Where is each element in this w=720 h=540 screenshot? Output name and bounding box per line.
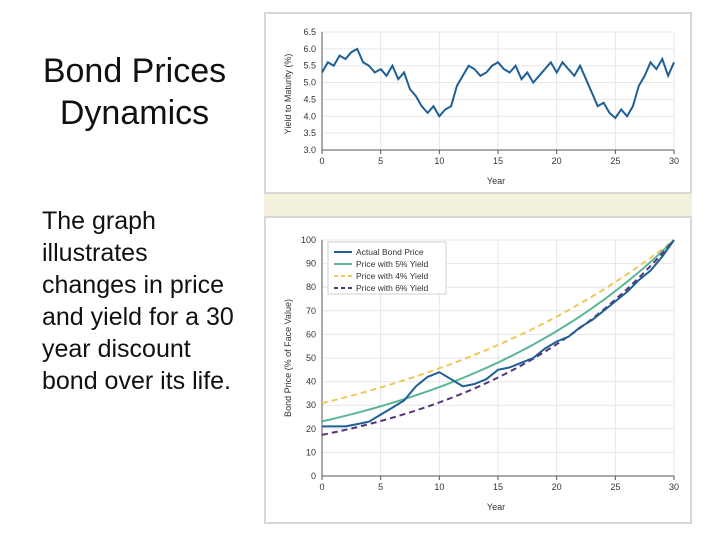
y-tick-label: 70 <box>306 306 316 316</box>
divider-band <box>264 194 692 216</box>
price-y-axis-label: Bond Price (% of Face Value) <box>283 299 293 417</box>
y-tick-label: 50 <box>306 353 316 363</box>
y-tick-label: 10 <box>306 447 316 457</box>
y-tick-label: 20 <box>306 424 316 434</box>
yield-series <box>321 47 675 120</box>
yield-y-axis-label: Yield to Maturity (%) <box>283 54 293 135</box>
yield-line <box>321 47 675 120</box>
x-tick-label: 0 <box>319 156 324 166</box>
x-tick-label: 20 <box>552 156 562 166</box>
x-tick-label: 5 <box>378 156 383 166</box>
legend-label: Price with 4% Yield <box>356 271 429 281</box>
x-tick-label: 10 <box>434 156 444 166</box>
x-tick-label: 15 <box>493 482 503 492</box>
yield-to-maturity-chart: 3.0 3.5 4.0 4.5 5.0 5.5 6.0 6.5 0 5 10 15 20 25 30 Yea… <box>283 27 679 186</box>
price-5pct-curve <box>321 239 675 423</box>
y-tick-label: 6.5 <box>303 27 316 37</box>
slide-title: Bond Prices Dynamics <box>42 52 227 132</box>
yield-chart-panel: 3.0 3.5 4.0 4.5 5.0 5.5 6.0 6.5 0 5 10 15 20 25 30 Yea… <box>264 12 692 194</box>
yield-x-axis-label: Year <box>487 176 505 186</box>
x-tick-label: 20 <box>552 482 562 492</box>
y-tick-label: 80 <box>306 282 316 292</box>
price-gridlines <box>321 239 675 477</box>
y-tick-label: 60 <box>306 329 316 339</box>
yield-gridlines <box>321 31 675 151</box>
y-tick-label: 4.5 <box>303 94 316 104</box>
legend-box <box>327 241 447 295</box>
bond-price-chart: 0 10 20 30 40 50 60 70 80 90 100 0 5 10 15 20 25 30 Actua… <box>283 235 679 512</box>
x-tick-label: 25 <box>610 482 620 492</box>
y-tick-label: 5.0 <box>303 78 316 88</box>
y-tick-label: 0 <box>311 471 316 481</box>
y-tick-label: 3.0 <box>303 145 316 155</box>
actual-price-line <box>322 239 675 428</box>
price-x-axis-label: Year <box>487 502 505 512</box>
y-tick-label: 5.5 <box>303 61 316 71</box>
x-tick-label: 0 <box>319 482 324 492</box>
legend-label: Actual Bond Price <box>356 247 424 257</box>
price-series <box>321 239 675 436</box>
yield-tick-labels: 3.0 3.5 4.0 4.5 5.0 5.5 6.0 6.5 0 5 10 15 20 25 30 <box>303 27 679 166</box>
legend-label: Price with 5% Yield <box>356 259 429 269</box>
x-tick-label: 30 <box>669 156 679 166</box>
y-tick-label: 6.0 <box>303 44 316 54</box>
price-axes <box>321 240 675 480</box>
slide-body-text: The graph illustrates changes in price a… <box>42 207 234 395</box>
x-tick-label: 30 <box>669 482 679 492</box>
y-tick-label: 4.0 <box>303 111 316 121</box>
price-tick-labels: 0 10 20 30 40 50 60 70 80 90 100 0 5 10 15 20 25 30 <box>301 235 679 492</box>
price-6pct-curve <box>321 239 675 436</box>
price-4pct-curve <box>321 239 675 405</box>
y-tick-label: 100 <box>301 235 316 245</box>
yield-axes <box>321 32 675 154</box>
legend-label: Price with 6% Yield <box>356 283 429 293</box>
x-tick-label: 5 <box>378 482 383 492</box>
y-tick-label: 30 <box>306 400 316 410</box>
y-tick-label: 3.5 <box>303 128 316 138</box>
y-tick-label: 40 <box>306 377 316 387</box>
y-tick-label: 90 <box>306 259 316 269</box>
x-tick-label: 10 <box>434 482 444 492</box>
x-tick-label: 15 <box>493 156 503 166</box>
price-legend: Actual Bond Price Price with 5% Yield Pric… <box>327 241 447 295</box>
x-tick-label: 25 <box>610 156 620 166</box>
price-chart-panel: 0 10 20 30 40 50 60 70 80 90 100 0 5 10 15 20 25 30 Actua… <box>264 216 692 524</box>
